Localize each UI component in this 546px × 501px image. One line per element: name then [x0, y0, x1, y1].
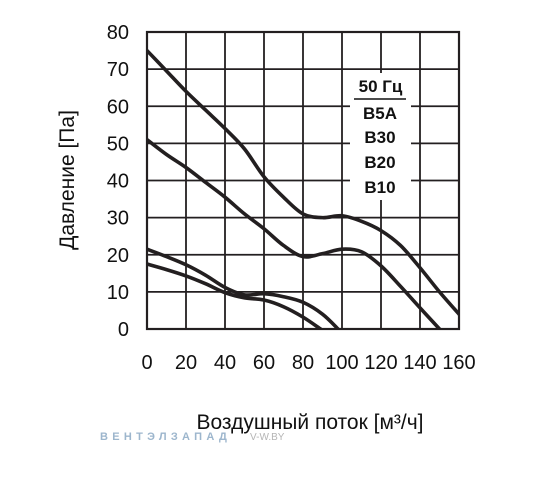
y-tick-label: 0	[118, 319, 129, 341]
x-tick-label: 40	[214, 352, 236, 374]
curve-b10	[147, 262, 323, 329]
watermark-brand: ВЕНТЭЛЗАПАД	[100, 431, 231, 443]
x-tick-label: 160	[442, 352, 475, 374]
plot-frame	[145, 30, 461, 331]
y-axis-title: Давление [Па]	[56, 110, 79, 250]
legend-entry-b30: B30	[364, 128, 395, 147]
y-tick-label: 40	[107, 171, 129, 193]
y-tick-label: 80	[107, 22, 129, 44]
curve-b30	[147, 137, 442, 329]
grid	[147, 32, 459, 329]
x-tick-label: 60	[253, 352, 275, 374]
y-tick-label: 10	[107, 282, 129, 304]
x-tick-label: 120	[364, 352, 397, 374]
y-axis-ticks: 0 10 20 30 40 50 60 70 80	[107, 22, 129, 341]
y-tick-label: 50	[107, 133, 129, 155]
legend-entry-b20: B20	[364, 153, 395, 172]
watermark-site: V-W.BY	[250, 432, 285, 443]
y-tick-label: 20	[107, 245, 129, 267]
curve-b20	[147, 247, 340, 329]
x-tick-label: 140	[403, 352, 436, 374]
x-axis-title: Воздушный поток [м³/ч]	[196, 411, 423, 434]
x-tick-label: 100	[325, 352, 358, 374]
legend-entry-b10: B10	[364, 178, 395, 197]
x-axis-ticks: 0 20 40 60 80 100 120 140 160	[141, 352, 475, 374]
x-tick-label: 0	[141, 352, 152, 374]
curves	[147, 48, 459, 329]
legend-title: 50 Гц	[359, 77, 403, 96]
y-tick-label: 70	[107, 59, 129, 81]
legend-entry-b5a: B5A	[363, 104, 397, 123]
plot-area	[145, 30, 461, 331]
curve-b5a	[147, 48, 459, 316]
x-tick-label: 80	[292, 352, 314, 374]
legend: 50 Гц B5A B30 B20 B10	[350, 73, 411, 200]
y-tick-label: 30	[107, 208, 129, 230]
legend-background	[350, 73, 411, 200]
y-tick-label: 60	[107, 96, 129, 118]
watermark: ВЕНТЭЛЗАПАД V-W.BY	[100, 431, 285, 443]
x-tick-label: 20	[175, 352, 197, 374]
